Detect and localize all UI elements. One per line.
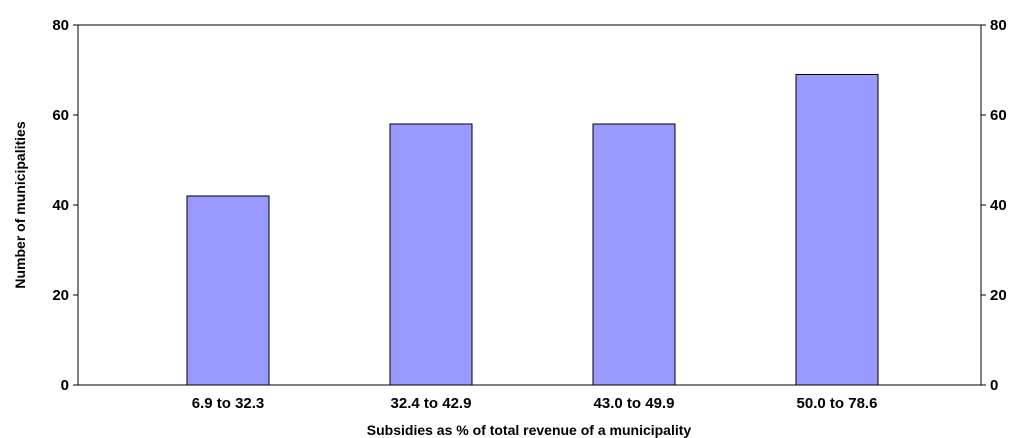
left-tick-label-0: 0	[61, 377, 69, 394]
x-tick-label-3: 43.0 to 49.9	[594, 395, 675, 412]
x-tick-label-2: 32.4 to 42.9	[391, 395, 472, 412]
x-tick-label-1: 6.9 to 32.3	[192, 395, 265, 412]
right-tick-label-1: 20	[990, 287, 1007, 304]
bar-4	[795, 74, 879, 386]
x-axis-title: Subsidies as % of total revenue of a mun…	[367, 422, 692, 438]
right-tick-label-2: 40	[990, 197, 1007, 214]
y-axis-title: Number of municipalities	[12, 121, 28, 288]
left-tick-label-4: 80	[52, 17, 69, 34]
bar-1	[186, 195, 270, 386]
left-tick-label-1: 20	[52, 287, 69, 304]
x-tick-label-4: 50.0 to 78.6	[797, 395, 878, 412]
right-tick-label-4: 80	[990, 17, 1007, 34]
right-tick-label-3: 60	[990, 107, 1007, 124]
bar-3	[592, 123, 676, 386]
left-tick-label-3: 60	[52, 107, 69, 124]
right-tick-label-0: 0	[990, 377, 998, 394]
left-axis: 0 20 40 60 80	[52, 17, 78, 394]
x-axis: 6.9 to 32.3 32.4 to 42.9 43.0 to 49.9 50.0 …	[192, 395, 878, 412]
bar-2	[389, 123, 473, 386]
bars-group	[186, 74, 879, 386]
right-axis: 0 20 40 60 80	[981, 17, 1007, 394]
left-tick-label-2: 40	[52, 197, 69, 214]
